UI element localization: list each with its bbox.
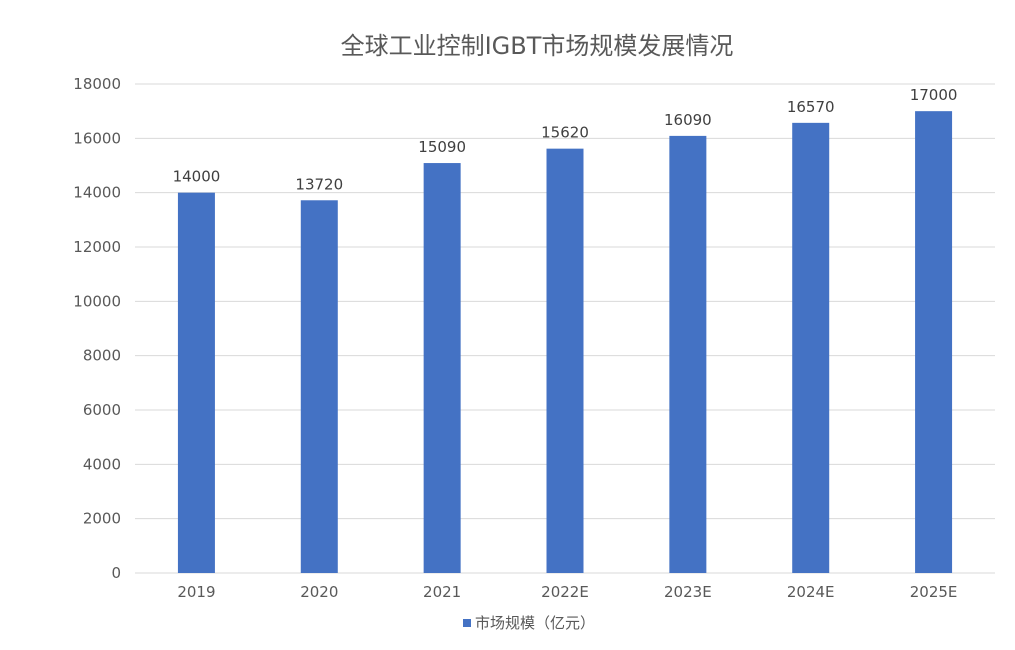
y-tick-label: 6000 <box>83 401 121 419</box>
x-tick-label: 2022E <box>541 583 589 601</box>
data-label: 15090 <box>418 138 466 156</box>
bar <box>546 148 584 573</box>
data-label: 16570 <box>787 98 835 116</box>
legend-label: 市场规模（亿元） <box>475 614 595 632</box>
bar <box>915 111 953 574</box>
chart-title: 全球工业控制IGBT市场规模发展情况 <box>341 32 734 60</box>
x-axis-tick-labels: 2019 2020 2021 2022E 2023E 2024E 2025E <box>177 583 957 601</box>
y-tick-label: 18000 <box>73 75 121 93</box>
data-labels: 14000 13720 15090 15620 16090 16570 17000 <box>173 86 958 193</box>
bar <box>669 135 707 573</box>
legend-swatch <box>463 619 471 627</box>
y-tick-label: 4000 <box>83 455 121 473</box>
x-tick-label: 2020 <box>300 583 338 601</box>
bar <box>177 192 215 573</box>
bar <box>792 122 830 574</box>
x-tick-label: 2021 <box>423 583 461 601</box>
bar-series <box>177 111 953 574</box>
y-tick-label: 2000 <box>83 510 121 528</box>
x-tick-label: 2023E <box>664 583 712 601</box>
y-tick-label: 8000 <box>83 347 121 365</box>
data-label: 13720 <box>295 175 343 193</box>
y-tick-label: 12000 <box>73 238 121 256</box>
data-label: 16090 <box>664 111 712 129</box>
bar <box>423 163 461 573</box>
data-label: 15620 <box>541 124 589 142</box>
y-tick-label: 10000 <box>73 292 121 310</box>
y-axis-tick-labels: 0 2000 4000 6000 8000 10000 12000 14000 16000 180… <box>73 75 121 582</box>
bar <box>300 200 338 574</box>
x-tick-label: 2025E <box>910 583 958 601</box>
data-label: 14000 <box>173 168 221 186</box>
chart-legend: 市场规模（亿元） <box>463 614 595 632</box>
x-tick-label: 2024E <box>787 583 835 601</box>
x-tick-label: 2019 <box>177 583 215 601</box>
y-tick-label: 16000 <box>73 129 121 147</box>
data-label: 17000 <box>910 86 958 104</box>
y-tick-label: 0 <box>111 564 121 582</box>
y-tick-label: 14000 <box>73 184 121 202</box>
